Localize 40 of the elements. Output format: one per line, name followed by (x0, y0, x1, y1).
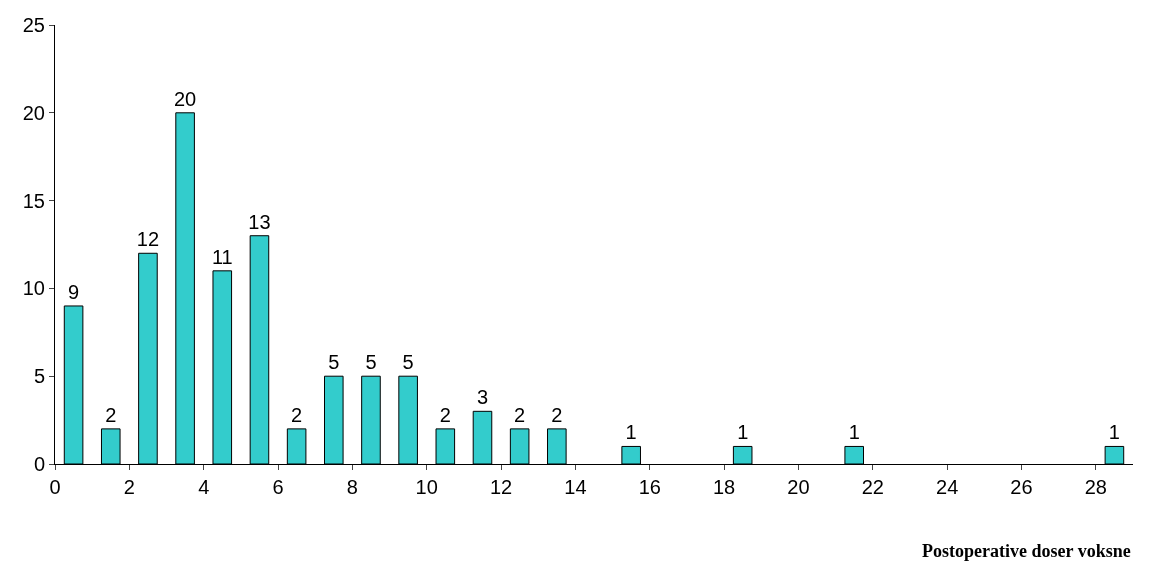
data-label: 5 (402, 351, 414, 374)
data-label: 2 (439, 403, 451, 426)
y-tick-label: 5 (33, 365, 45, 388)
y-tick-label: 15 (22, 189, 45, 212)
data-label: 11 (211, 245, 233, 268)
data-label: 2 (105, 403, 117, 426)
x-tick-label: 14 (564, 476, 587, 498)
x-tick-label: 22 (861, 476, 884, 498)
x-tick-label: 10 (415, 476, 438, 498)
x-tick-label: 8 (346, 476, 358, 498)
data-label: 1 (848, 421, 860, 444)
x-tick-label: 0 (49, 476, 61, 498)
x-tick-label: 12 (489, 476, 513, 498)
y-tick-label: 25 (22, 14, 45, 36)
x-tick-label: 24 (936, 476, 959, 498)
data-label: 2 (514, 403, 526, 426)
x-tick-label: 4 (198, 476, 210, 498)
data-label: 20 (173, 87, 197, 110)
x-tick-label: 16 (638, 476, 661, 498)
data-label: 1 (625, 421, 637, 444)
x-tick-label: 6 (272, 476, 284, 498)
data-label: 2 (291, 403, 303, 426)
x-axis-title: Postoperative doser voksne (922, 541, 1131, 561)
x-tick-label: 26 (1010, 476, 1033, 498)
x-tick-label: 28 (1084, 476, 1107, 498)
data-label: 5 (365, 351, 377, 374)
data-label: 12 (136, 228, 160, 251)
data-label: 3 (476, 386, 489, 409)
data-label: 1 (1108, 421, 1120, 444)
y-tick-label: 0 (33, 453, 45, 475)
y-tick-label: 20 (22, 101, 45, 124)
data-label: 1 (737, 421, 749, 444)
data-label: 5 (328, 351, 340, 374)
x-tick-label: 20 (787, 476, 810, 498)
x-tick-label: 18 (712, 476, 736, 498)
y-tick-label: 10 (22, 277, 45, 300)
x-tick-label: 2 (123, 476, 135, 498)
data-label: 13 (248, 210, 271, 233)
data-label: 2 (551, 403, 563, 426)
data-label: 9 (68, 280, 80, 303)
